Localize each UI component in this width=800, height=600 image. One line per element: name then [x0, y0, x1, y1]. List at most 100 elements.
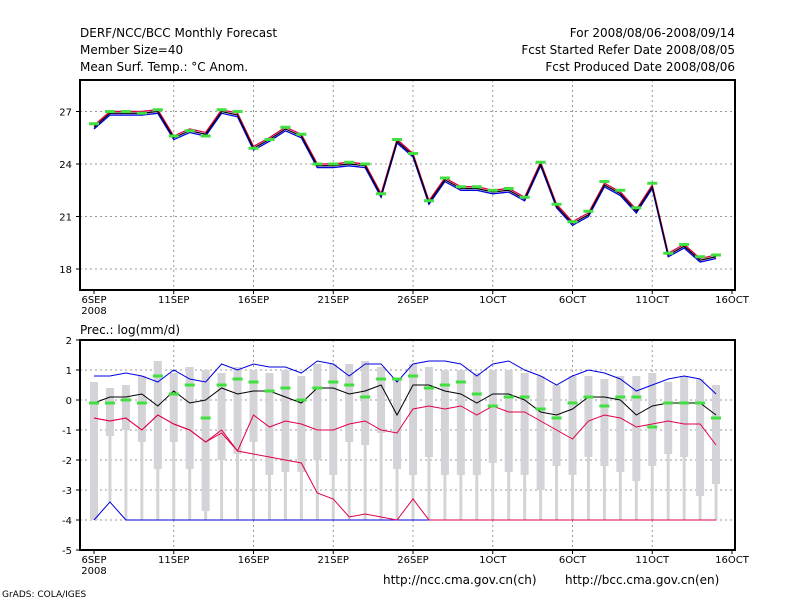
precip-y-ticks: -5 -4 -3 -2 -1 0 1 2: [62, 336, 80, 557]
precip-frame: [79, 339, 736, 551]
precip-y-label: -5: [62, 546, 72, 557]
temp-observed-mark: [423, 199, 434, 203]
temp-observed-mark: [104, 110, 115, 113]
precip-observed-mark: [280, 386, 291, 390]
precip-observed-mark: [232, 377, 243, 381]
precip-box: [664, 382, 673, 454]
precip-observed-mark: [679, 401, 690, 405]
precip-box: [105, 388, 114, 436]
temp-spread-low-line: [93, 112, 717, 263]
precip-box: [121, 385, 130, 430]
temp-observed-mark: [567, 220, 578, 224]
temp-x-label: 21SEP: [318, 295, 349, 306]
precip-y-label: 0: [66, 396, 72, 407]
precip-x-label: 16OCT: [715, 555, 750, 566]
precip-observed-mark: [248, 380, 259, 384]
precip-whisker: [618, 472, 622, 520]
precip-box: [600, 379, 609, 466]
temp-ensemble-line: [93, 110, 717, 261]
temp-observed-mark: [328, 162, 339, 166]
precip-box: [696, 379, 705, 496]
ncc-url: http://ncc.cma.gov.cn(ch): [383, 573, 537, 587]
precip-y-label: 1: [66, 366, 72, 377]
precip-whisker: [411, 475, 415, 520]
precip-observed: [89, 374, 722, 429]
precip-observed-mark: [647, 425, 658, 429]
precip-whisker: [459, 475, 463, 520]
precip-observed-mark: [408, 374, 418, 378]
temp-x-label: 6SEP: [81, 295, 106, 306]
precip-whisker: [491, 463, 495, 520]
precip-observed-mark: [615, 395, 626, 399]
produced-date: Fcst Produced Date 2008/08/06: [545, 60, 735, 74]
temp-observed-mark: [200, 134, 211, 138]
precip-observed-mark: [519, 395, 530, 399]
temp-observed-mark: [152, 108, 163, 112]
temp-observed-mark: [599, 180, 610, 183]
precip-whisker: [571, 475, 574, 520]
precip-whisker: [172, 442, 176, 520]
precip-y-label: -2: [62, 456, 72, 467]
precip-whisker: [140, 442, 144, 520]
precip-observed-mark: [471, 392, 482, 396]
precip-whisker: [267, 475, 271, 520]
temp-observed-mark: [89, 122, 99, 126]
precip-observed-mark: [216, 383, 227, 387]
precip-observed-mark: [360, 395, 371, 399]
precip-whisker: [602, 466, 606, 520]
precip-x-sublabel: 2008: [81, 566, 106, 577]
temp-observed-mark: [168, 134, 179, 138]
temp-observed-mark: [439, 176, 450, 180]
precip-box: [472, 373, 481, 475]
precip-x-label: 16SEP: [238, 555, 269, 566]
precip-extreme-min-line: [93, 501, 717, 521]
precip-whisker: [650, 466, 654, 520]
temp-x-label: 16OCT: [715, 295, 750, 306]
precip-x-label: 26SEP: [397, 555, 428, 566]
precip-whisker: [395, 469, 399, 520]
temp-x-label: 11SEP: [158, 295, 189, 306]
temp-observed-mark: [679, 243, 690, 246]
temp-observed-mark: [248, 146, 259, 150]
precip-box: [90, 382, 98, 520]
precip-box: [584, 376, 593, 457]
precip-box: [249, 370, 258, 442]
precip-observed-mark: [328, 380, 339, 384]
bcc-url: http://bcc.cma.gov.cn(en): [565, 573, 719, 587]
precip-whisker: [475, 475, 479, 520]
precip-max-line: [94, 360, 717, 395]
precip-box: [520, 373, 529, 475]
precip-y-label: -1: [62, 426, 72, 437]
precip-whisker: [315, 460, 319, 520]
precip-observed-mark: [631, 395, 642, 399]
precip-boxes: [90, 361, 721, 520]
temperature-frame: [79, 79, 736, 291]
temp-observed-mark: [184, 129, 195, 133]
precip-whisker: [507, 472, 511, 520]
temp-observed-mark: [408, 152, 418, 155]
precip-mean-line: [93, 384, 717, 417]
precip-observed-mark: [567, 401, 578, 405]
temp-observed-mark: [519, 195, 530, 199]
precip-whisker: [188, 469, 192, 520]
temp-observed-mark: [663, 251, 674, 255]
precip-box: [440, 370, 449, 475]
temp-spread-high-line: [93, 108, 717, 260]
precip-box: [393, 379, 402, 469]
temp-observed-mark: [344, 160, 355, 164]
precip-box: [424, 367, 433, 457]
precip-whisker: [427, 457, 431, 520]
precip-observed-mark: [152, 374, 163, 378]
precip-box: [712, 385, 721, 484]
precip-observed-mark: [583, 395, 594, 399]
precip-observed-mark: [120, 398, 131, 402]
temp-observed-mark: [360, 162, 371, 166]
precip-box: [632, 376, 641, 481]
temp-observed-mark: [711, 253, 722, 257]
precip-box: [409, 364, 417, 475]
precip-box: [137, 376, 146, 442]
temp-observed-mark: [471, 185, 482, 189]
